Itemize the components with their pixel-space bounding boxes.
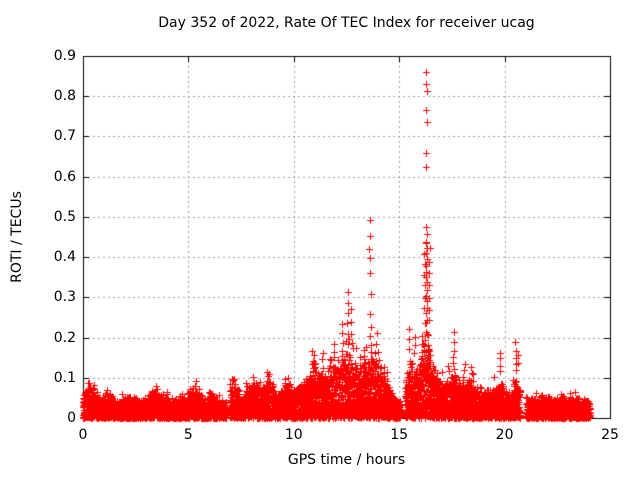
y-axis-title: ROTI / TECUs — [9, 191, 25, 283]
x-tick-label-15: 15 — [390, 427, 409, 443]
y-tick-label-0: 0 — [67, 410, 76, 426]
y-tick-label-0.6: 0.6 — [53, 168, 76, 185]
x-tick-label-10: 10 — [284, 427, 303, 443]
y-tick-label-0.1: 0.1 — [53, 369, 76, 386]
x-tick-label-5: 5 — [183, 427, 193, 443]
x-tick-label-0: 0 — [78, 427, 88, 443]
y-tick-label-0.7: 0.7 — [53, 128, 76, 145]
y-tick-label-0.4: 0.4 — [53, 249, 76, 266]
x-tick-label-25: 25 — [601, 427, 619, 443]
y-tick-label-0.2: 0.2 — [53, 329, 76, 346]
x-tick-label-20: 20 — [495, 427, 514, 443]
y-tick-label-0.5: 0.5 — [53, 208, 76, 225]
chart-title: Day 352 of 2022, Rate Of TEC Index for r… — [158, 15, 535, 31]
x-axis-title: GPS time / hours — [287, 452, 406, 468]
y-tick-label-0.3: 0.3 — [53, 289, 76, 306]
y-tick-label-0.8: 0.8 — [53, 88, 76, 105]
y-tick-label-0.9: 0.9 — [53, 48, 76, 64]
